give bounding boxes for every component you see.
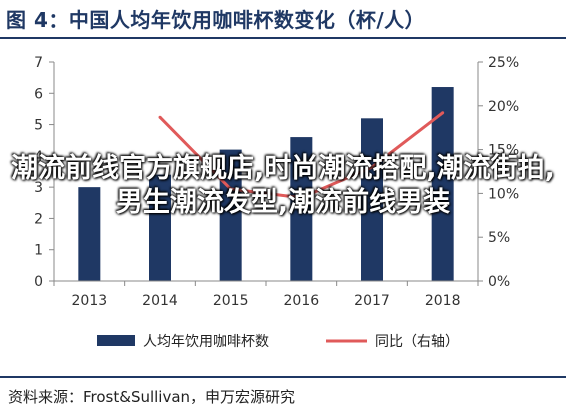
right-tick-label: 10% <box>488 186 519 202</box>
left-tick-label: 7 <box>34 55 43 71</box>
bar <box>290 137 313 281</box>
left-tick-label: 3 <box>34 180 43 196</box>
left-tick-label: 2 <box>34 211 43 227</box>
bar-series <box>78 87 454 282</box>
legend: 人均年饮用咖啡杯数 同比（右轴） <box>97 334 459 350</box>
legend-bar-swatch <box>97 335 135 346</box>
left-axis: 0 1 2 3 4 5 6 7 <box>34 55 54 290</box>
source-note: 资料来源：Frost&Sullivan，申万宏源研究 <box>8 388 296 406</box>
left-tick-label: 4 <box>34 149 43 165</box>
x-tick-label: 2018 <box>425 293 461 309</box>
right-axis: 0% 5% 10% 15% 20% 25% <box>478 55 519 290</box>
left-tick-label: 5 <box>34 118 43 134</box>
x-tick-label: 2013 <box>72 293 108 309</box>
right-tick-label: 20% <box>488 99 519 115</box>
left-tick-label: 1 <box>34 243 43 259</box>
bar <box>431 87 454 282</box>
bar <box>78 187 101 281</box>
axis-lines <box>53 62 479 282</box>
left-tick-label: 0 <box>34 274 43 290</box>
x-tick-label: 2014 <box>142 293 178 309</box>
bar <box>149 174 171 281</box>
footer-rule <box>0 376 566 378</box>
line-series <box>158 111 445 200</box>
line-point <box>299 196 303 200</box>
line-point <box>441 111 445 115</box>
x-tick-label: 2016 <box>284 293 320 309</box>
bar <box>361 118 383 281</box>
right-tick-label: 25% <box>488 55 519 71</box>
title-underline <box>0 37 566 39</box>
watermark-overlay: 潮流前线官方旗舰店,时尚潮流搭配,潮流街拍,男生潮流发型,潮流前线男装 <box>11 153 555 218</box>
right-tick-label: 5% <box>488 230 510 246</box>
x-axis: 2013 2014 2015 2016 2017 2018 <box>53 281 479 309</box>
line-point <box>229 187 233 191</box>
line-point <box>370 165 374 169</box>
line-point <box>158 115 162 119</box>
legend-bar-label: 人均年饮用咖啡杯数 <box>143 334 269 350</box>
x-tick-label: 2017 <box>354 293 390 309</box>
x-tick-label: 2015 <box>213 293 249 309</box>
right-tick-label: 0% <box>488 274 510 290</box>
left-tick-label: 6 <box>34 86 43 102</box>
figure-title: 图 4：中国人均年饮用咖啡杯数变化（杯/人） <box>6 8 426 32</box>
legend-line-label: 同比（右轴） <box>375 334 459 350</box>
right-tick-label: 15% <box>488 143 519 159</box>
